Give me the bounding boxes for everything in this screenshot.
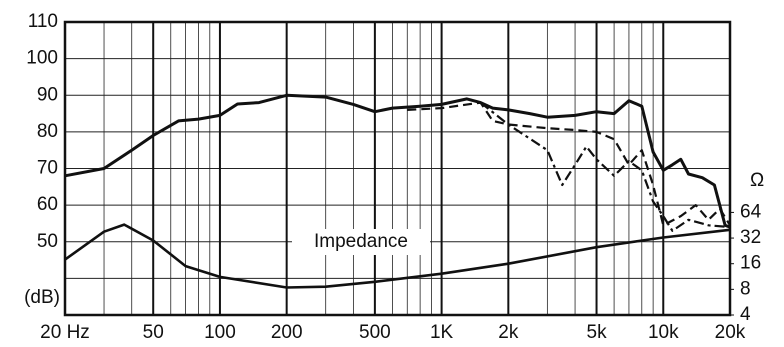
y2-axis-label: Ω (750, 170, 764, 191)
y2-tick-label: 32 (740, 227, 761, 248)
response-curve (64, 223, 731, 289)
x-tick-label: 5k (587, 322, 608, 343)
x-tick-label: 200 (271, 322, 303, 343)
y-tick-label: 50 (37, 231, 58, 252)
response-curve (407, 101, 731, 227)
x-tick-label: 20 Hz (40, 322, 90, 343)
y2-tick-label: 8 (740, 278, 751, 299)
x-tick-label: 1K (430, 322, 454, 343)
y-tick-label: 100 (26, 48, 58, 69)
x-tick-label: 100 (204, 322, 236, 343)
y-tick-label: 90 (37, 84, 58, 105)
x-tick-label: 20k (715, 322, 746, 343)
y-axis-label: (dB) (24, 287, 60, 308)
y-tick-label: 60 (37, 194, 58, 215)
y2-tick-label: 4 (740, 304, 751, 325)
y2-tick-label: 16 (740, 253, 761, 274)
plot-frame (63, 20, 732, 317)
y-tick-label: 70 (37, 158, 58, 179)
x-tick-label: 2k (498, 322, 519, 343)
x-tick-label: 10k (648, 322, 679, 343)
y2-tick-label: 64 (740, 201, 762, 222)
x-tick-label: 50 (143, 322, 164, 343)
y-tick-label: 80 (37, 121, 58, 142)
annotation: Impedance (314, 231, 408, 252)
annotation-background (292, 229, 430, 255)
y-tick-label: 110 (28, 11, 58, 32)
response-curve (479, 101, 731, 232)
response-curve (64, 93, 731, 229)
x-tick-label: 500 (359, 322, 391, 343)
